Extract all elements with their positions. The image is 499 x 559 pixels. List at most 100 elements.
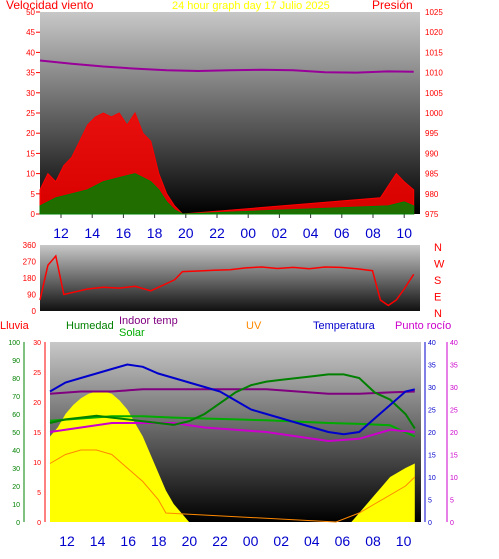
direction-tick-label: 0 (32, 307, 37, 316)
wind-speed-tick-label: 10 (26, 170, 35, 179)
temperature-tick-label: 0 (428, 520, 432, 527)
dew-point-tick-label: 30 (450, 385, 458, 392)
time-tick-label: 16 (116, 225, 132, 241)
legend-label: Lluvia (0, 320, 30, 332)
series-temperatura (49, 363, 416, 436)
series-presion (39, 59, 414, 74)
series-indoor-temp (49, 388, 415, 395)
humidity-tick-label: 40 (12, 448, 20, 455)
humidity-tick-label: 100 (8, 340, 20, 347)
temperature-tick-label: 20 (428, 430, 436, 437)
time-tick-label: 06 (335, 533, 351, 549)
time-tick-label: 18 (151, 533, 167, 549)
pressure-tick-label: 1020 (425, 28, 443, 37)
dew-point-tick-label: 40 (450, 340, 458, 347)
indoor-temp-tick-label: 10 (33, 460, 41, 467)
pressure-tick-label: 1010 (425, 69, 443, 78)
wind-speed-axis-label: Velocidad viento (6, 0, 94, 12)
temperature-tick-label: 15 (428, 453, 436, 460)
series-wind-direction (39, 254, 415, 307)
direction-tick-label: 270 (23, 258, 37, 267)
humidity-tick-label: 0 (16, 520, 20, 527)
series-humedad (49, 373, 416, 429)
compass-label: N (434, 308, 442, 320)
time-tick-label: 08 (365, 533, 381, 549)
wind-speed-tick-label: 0 (31, 210, 36, 219)
indoor-temp-tick-label: 25 (33, 370, 41, 377)
legend-label: Indoor temp (119, 315, 178, 327)
time-tick-label: 00 (243, 533, 259, 549)
indoor-temp-tick-label: 20 (33, 400, 41, 407)
humidity-tick-label: 60 (12, 412, 20, 419)
indoor-temp-tick-label: 5 (37, 490, 41, 497)
pressure-tick-label: 985 (425, 170, 439, 179)
chart-title: 24 hour graph day 17 Julio 2025 (172, 0, 330, 12)
time-tick-label: 14 (90, 533, 106, 549)
temperature-tick-label: 30 (428, 385, 436, 392)
time-tick-label: 06 (334, 225, 350, 241)
time-tick-label: 14 (84, 225, 100, 241)
time-tick-label: 16 (120, 533, 136, 549)
direction-tick-label: 360 (23, 241, 37, 250)
humidity-tick-label: 30 (12, 466, 20, 473)
time-tick-label: 10 (396, 533, 412, 549)
time-tick-label: 22 (212, 533, 228, 549)
series-punto-rocío (49, 422, 415, 443)
time-tick-label: 00 (240, 225, 256, 241)
dew-point-tick-label: 25 (450, 408, 458, 415)
wind-direction-plot-area (40, 245, 420, 311)
wind-speed-tick-label: 35 (26, 69, 35, 78)
pressure-tick-label: 1000 (425, 109, 443, 118)
indoor-temp-tick-label: 15 (33, 430, 41, 437)
dew-point-tick-label: 10 (450, 475, 458, 482)
time-tick-label: 02 (273, 533, 289, 549)
pressure-tick-label: 1015 (425, 48, 443, 57)
wind-speed-tick-label: 40 (26, 48, 35, 57)
time-tick-label: 20 (182, 533, 198, 549)
time-tick-label: 20 (178, 225, 194, 241)
series-velocidad-viento (39, 173, 415, 215)
wind-speed-tick-label: 30 (26, 89, 35, 98)
time-tick-label: 18 (147, 225, 163, 241)
temperature-tick-label: 40 (428, 340, 436, 347)
dew-point-tick-label: 15 (450, 453, 458, 460)
compass-label: W (434, 259, 445, 271)
dew-point-tick-label: 5 (450, 498, 454, 505)
wind-speed-tick-label: 20 (26, 129, 35, 138)
compass-label: E (434, 292, 441, 304)
time-tick-label: 02 (272, 225, 288, 241)
indoor-temp-tick-label: 0 (37, 520, 41, 527)
direction-tick-label: 180 (23, 274, 37, 283)
compass-label: N (434, 242, 442, 254)
temperature-tick-label: 10 (428, 475, 436, 482)
series-solar-radiation (50, 391, 415, 522)
legend-label: Humedad (66, 320, 114, 332)
humidity-tick-label: 80 (12, 376, 20, 383)
humidity-tick-label: 50 (12, 430, 20, 437)
indoor-temp-tick-label: 30 (33, 340, 41, 347)
humidity-tick-label: 70 (12, 394, 20, 401)
dew-point-tick-label: 35 (450, 363, 458, 370)
legend-label: Punto rocío (395, 320, 451, 332)
series-solar (49, 415, 416, 438)
pressure-tick-label: 980 (425, 190, 439, 199)
pressure-tick-label: 1025 (425, 8, 443, 17)
temperature-tick-label: 5 (428, 498, 432, 505)
legend-label: UV (246, 320, 262, 332)
compass-label: S (434, 275, 441, 287)
time-tick-label: 12 (59, 533, 75, 549)
pressure-tick-label: 1005 (425, 89, 443, 98)
wind-speed-tick-label: 50 (26, 8, 35, 17)
wind-speed-tick-label: 15 (26, 149, 35, 158)
dew-point-tick-label: 0 (450, 520, 454, 527)
pressure-tick-label: 995 (425, 129, 439, 138)
series-uv (49, 449, 416, 523)
humidity-tick-label: 90 (12, 358, 20, 365)
dew-point-tick-label: 20 (450, 430, 458, 437)
temperature-tick-label: 35 (428, 363, 436, 370)
humidity-tick-label: 20 (12, 484, 20, 491)
time-tick-label: 10 (396, 225, 412, 241)
pressure-tick-label: 975 (425, 210, 439, 219)
legend-label: Temperatura (313, 320, 376, 332)
